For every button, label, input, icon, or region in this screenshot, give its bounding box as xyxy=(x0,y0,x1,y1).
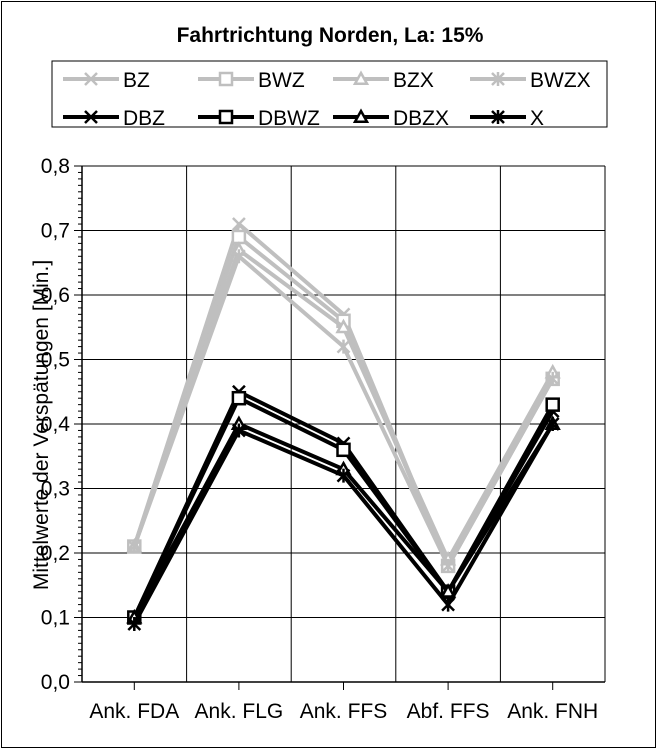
legend-label: BZX xyxy=(393,69,434,92)
y-tick-label: 0,2 xyxy=(41,542,70,565)
y-tick-label: 0,0 xyxy=(41,671,70,694)
data-point xyxy=(336,468,351,483)
legend-item: DBZX xyxy=(333,107,449,130)
chart-title: Fahrtrichtung Norden, La: 15% xyxy=(177,24,484,47)
data-point xyxy=(335,318,352,334)
legend-label: BZ xyxy=(123,69,150,92)
series-layer xyxy=(126,217,561,631)
legend-label: DBWZ xyxy=(258,107,320,130)
legend-marker xyxy=(84,110,98,124)
data-point xyxy=(439,583,457,598)
data-point xyxy=(231,390,247,406)
y-tick-label: 0,4 xyxy=(41,413,71,436)
y-tick-label: 0,6 xyxy=(41,284,70,307)
x-tick-label: Ank. FNH xyxy=(507,700,598,723)
legend-label: DBZ xyxy=(123,107,165,130)
data-point xyxy=(441,558,455,573)
legend-item: BZX xyxy=(333,69,434,92)
legend-item: DBZ xyxy=(63,107,165,130)
axes: 0,0 0,1 0,2 0,3 0,4 0,5 0,6 0,7 0,8 Ank. FDA Ank. … xyxy=(41,155,605,723)
data-point xyxy=(232,423,246,438)
series-dbz xyxy=(127,384,560,625)
legend-marker xyxy=(491,72,505,86)
legend: BZ BWZ BZX BWZX DBZ DBWZ DBZX X xyxy=(51,60,608,130)
y-axis-title: Mittelwerte der Verspätungen [Min.] xyxy=(30,260,53,590)
legend-marker xyxy=(352,70,370,86)
data-point xyxy=(441,597,455,612)
legend-item: X xyxy=(470,107,544,130)
legend-label: DBZX xyxy=(393,107,449,130)
x-tick-label: Ank. FFS xyxy=(300,700,388,723)
data-point xyxy=(231,229,247,245)
legend-item: BZ xyxy=(63,69,150,92)
legend-label: BWZ xyxy=(258,69,305,92)
y-tick-label: 0,7 xyxy=(41,220,70,243)
legend-item: DBWZ xyxy=(198,107,320,130)
data-point xyxy=(336,442,351,458)
data-point xyxy=(336,339,351,354)
data-point xyxy=(545,371,560,386)
data-point xyxy=(545,397,560,412)
series-bwzx xyxy=(127,249,560,573)
y-tick-label: 0,5 xyxy=(41,349,70,372)
series-x xyxy=(127,417,560,631)
data-point xyxy=(232,217,246,231)
data-point xyxy=(232,249,246,264)
x-tick-label: Abf. FFS xyxy=(407,700,490,723)
legend-marker xyxy=(218,71,234,87)
y-tick-label: 0,3 xyxy=(41,478,70,501)
x-tick-label: Ank. FDA xyxy=(89,700,179,723)
data-point xyxy=(127,616,142,631)
legend-marker xyxy=(491,110,505,124)
legend-item: BWZX xyxy=(470,69,591,92)
y-tick-label: 0,1 xyxy=(41,607,70,630)
legend-label: X xyxy=(530,107,544,130)
legend-marker xyxy=(84,72,98,86)
data-point xyxy=(545,417,560,431)
legend-marker xyxy=(352,108,370,124)
x-tick-label: Ank. FLG xyxy=(195,700,284,723)
legend-label: BWZX xyxy=(530,69,591,92)
y-tick-label: 0,8 xyxy=(41,155,70,178)
data-point xyxy=(127,539,142,554)
legend-item: BWZ xyxy=(198,69,305,92)
legend-marker xyxy=(218,109,234,125)
